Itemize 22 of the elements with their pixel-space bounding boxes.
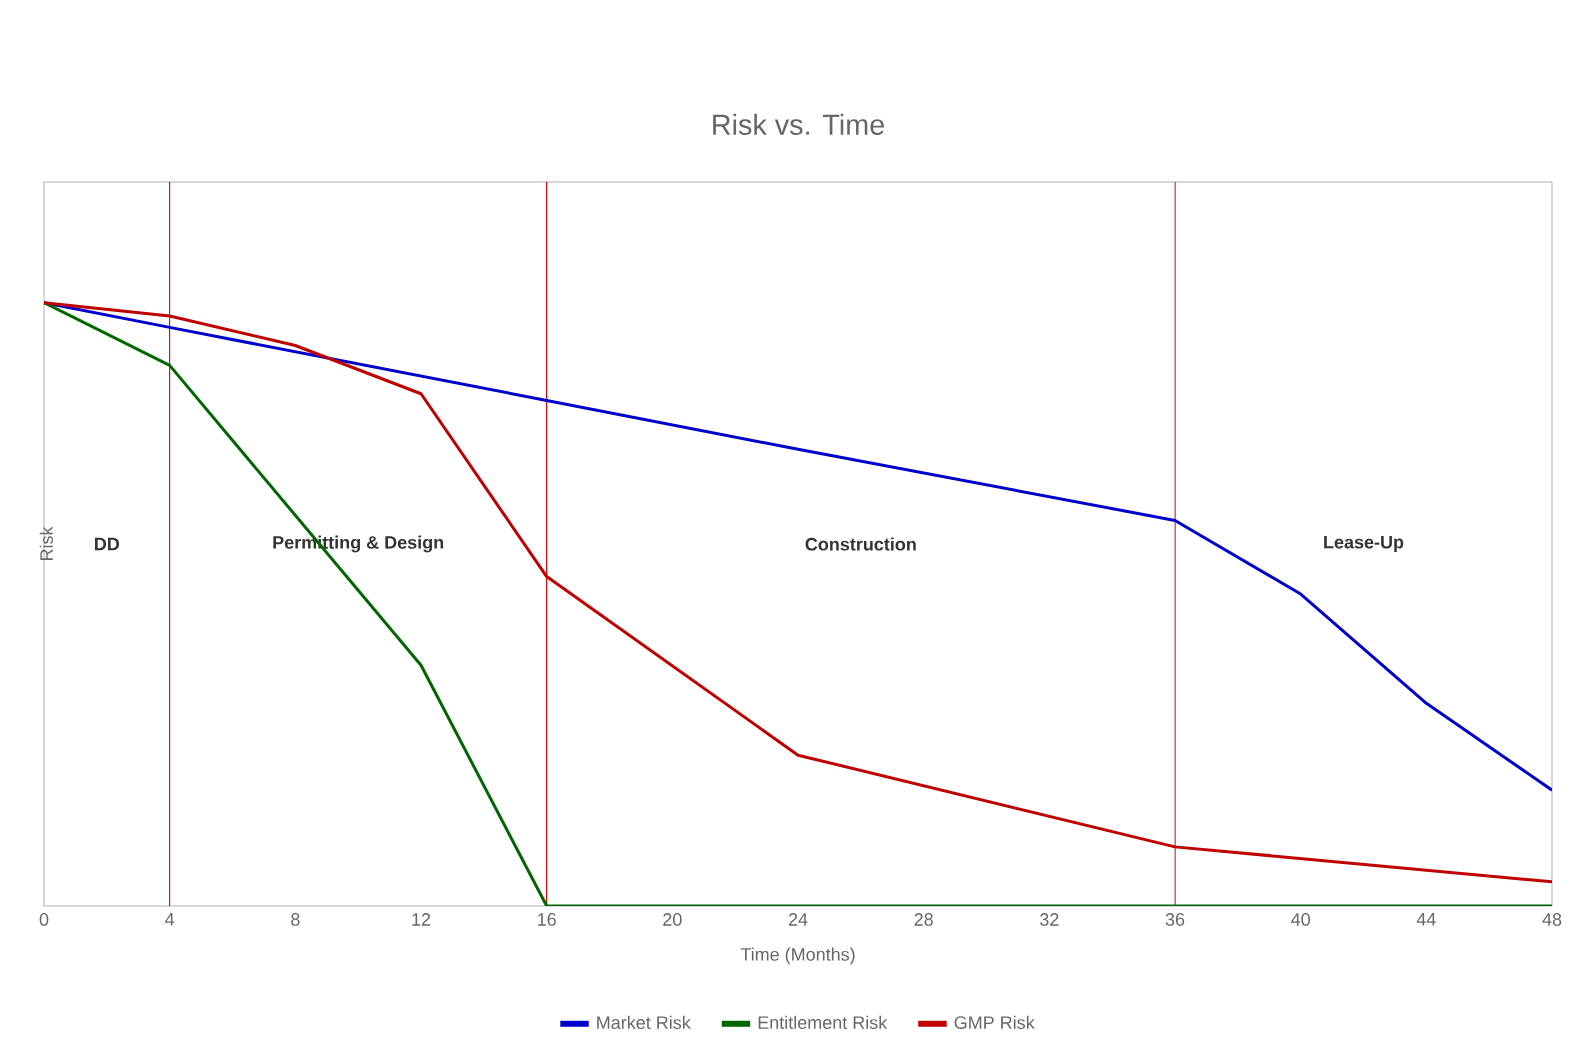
legend-label: Entitlement Risk <box>758 1015 888 1029</box>
legend-label: GMP Risk <box>954 1015 1035 1029</box>
x-tick-label: 8 <box>291 913 300 926</box>
annotation: Construction <box>805 537 916 551</box>
y-axis-title: Risk <box>39 526 53 561</box>
legend-label: Market Risk <box>597 1015 691 1029</box>
x-tick-label: 48 <box>1542 913 1562 926</box>
x-tick-label: 24 <box>788 913 808 926</box>
annotation: Lease-Up <box>1324 535 1404 553</box>
x-tick-label: 16 <box>538 913 556 926</box>
x-tick-label: 12 <box>412 913 431 926</box>
x-tick-label: 44 <box>1416 913 1436 926</box>
x-tick-label: 36 <box>1165 913 1185 926</box>
x-axis-title: Time (Months) <box>740 947 855 965</box>
x-tick-label: 40 <box>1291 913 1310 926</box>
chart-title: Risk vs. Time <box>713 113 884 135</box>
x-tick-label: 4 <box>165 913 175 926</box>
x-tick-label: 0 <box>39 913 49 926</box>
x-tick-label: 20 <box>663 913 682 926</box>
annotation: DD <box>95 537 120 551</box>
x-tick-label: 32 <box>1040 913 1059 926</box>
x-tick-label: 28 <box>914 913 933 926</box>
